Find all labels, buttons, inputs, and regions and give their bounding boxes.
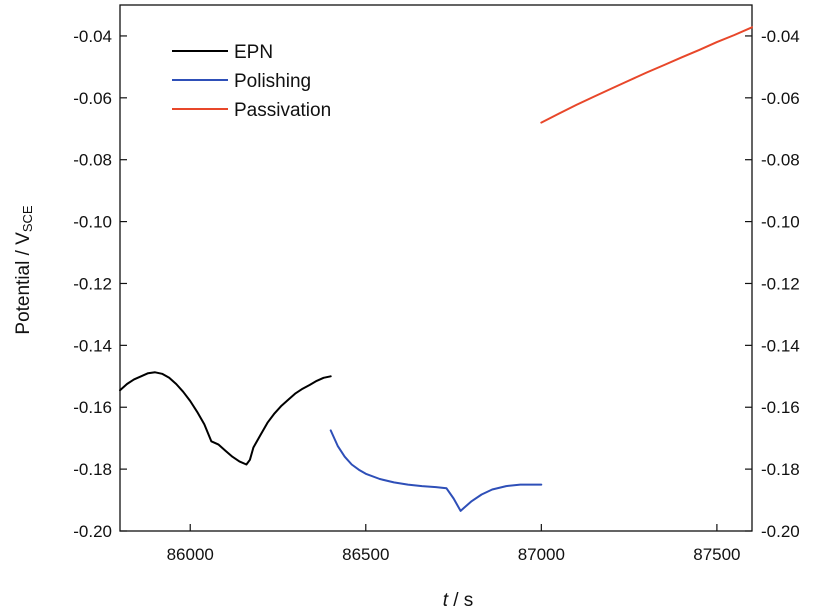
legend-label: Passivation	[234, 100, 331, 121]
plot-frame	[119, 4, 753, 532]
y-tick-label-left: -0.20	[73, 522, 112, 541]
y-tick-label-right: -0.06	[761, 89, 800, 108]
x-tick-label: 87000	[518, 545, 565, 564]
y-tick-label-right: -0.08	[761, 151, 800, 170]
x-axis-title: t / s	[443, 590, 474, 611]
y-tick-label-left: -0.10	[73, 213, 112, 232]
x-axis-variable: t	[443, 590, 449, 611]
y-tick-label-right: -0.04	[761, 27, 800, 46]
y-axis-right: -0.04 -0.06 -0.08 -0.10 -0.12 -0.14 -0.16 -0.18…	[745, 27, 800, 541]
series-line-passivation	[540, 26, 753, 124]
y-tick-label-right: -0.16	[761, 398, 800, 417]
y-tick-label-right: -0.20	[761, 522, 800, 541]
x-tick-label: 86000	[167, 545, 214, 564]
y-axis-left: -0.04 -0.06 -0.08 -0.10 -0.12 -0.14 -0.16 -0.18…	[73, 27, 127, 541]
y-tick-label-left: -0.12	[73, 274, 112, 293]
y-tick-label-right: -0.12	[761, 274, 800, 293]
legend-label: EPN	[234, 42, 273, 63]
y-tick-label-right: -0.18	[761, 460, 800, 479]
y-axis-title: Potential / VSCE	[13, 205, 35, 335]
y-tick-label-left: -0.14	[73, 336, 112, 355]
y-tick-label-left: -0.06	[73, 89, 112, 108]
y-tick-label-right: -0.10	[761, 213, 800, 232]
y-tick-label-left: -0.04	[73, 27, 112, 46]
x-tick-label: 87500	[693, 545, 740, 564]
legend-label: Polishing	[234, 71, 311, 92]
y-axis-title-subscript: SCE	[20, 205, 35, 232]
y-axis-title-main: Potential / V	[13, 232, 34, 335]
y-tick-label-left: -0.18	[73, 460, 112, 479]
y-tick-label-left: -0.16	[73, 398, 112, 417]
x-axis: 86000 86500 87000 87500	[167, 524, 741, 564]
x-tick-label: 86500	[342, 545, 389, 564]
legend: EPN Polishing Passivation	[172, 42, 331, 121]
y-tick-label-right: -0.14	[761, 336, 800, 355]
series-line-epn	[119, 371, 332, 466]
x-axis-unit: / s	[448, 590, 473, 611]
series-line-polishing	[329, 429, 543, 512]
series-layer	[119, 26, 753, 512]
y-tick-label-left: -0.08	[73, 151, 112, 170]
